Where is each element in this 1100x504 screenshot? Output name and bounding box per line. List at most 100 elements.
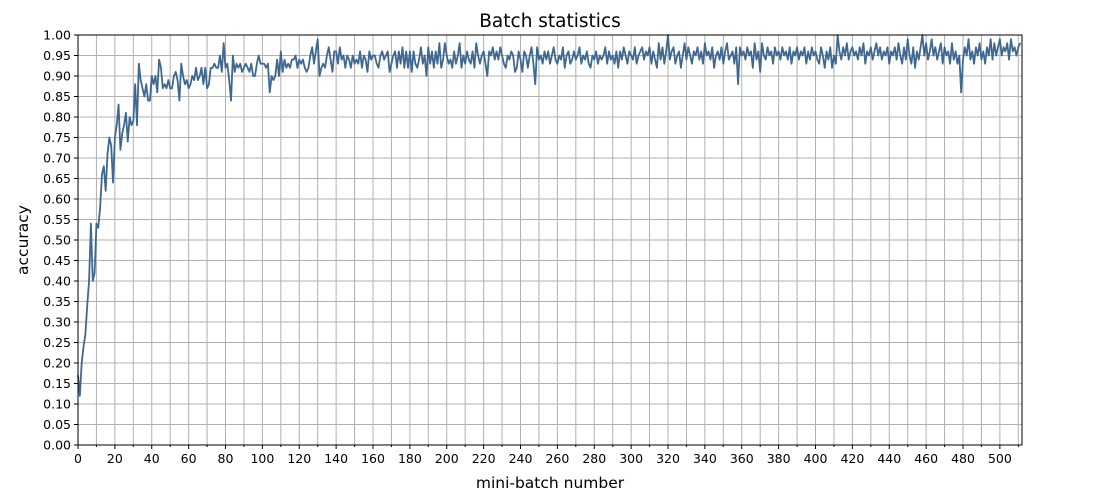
data-point [388, 71, 391, 73]
data-point [160, 67, 162, 69]
x-tick-label: 40 [144, 451, 160, 466]
data-point [872, 59, 874, 61]
data-point [768, 54, 771, 57]
data-point [612, 54, 614, 57]
data-point [724, 50, 726, 53]
data-point [518, 50, 520, 53]
data-point [116, 124, 118, 126]
data-point [211, 67, 214, 69]
data-point [545, 59, 547, 61]
x-tick-label: 20 [107, 451, 123, 466]
data-point [396, 67, 398, 69]
data-point [759, 71, 761, 73]
data-point [119, 149, 122, 151]
data-point [910, 63, 912, 65]
data-point [534, 83, 536, 85]
data-point [584, 59, 586, 61]
x-tick-label: 300 [619, 451, 643, 466]
data-point [234, 71, 236, 73]
data-point [796, 46, 798, 48]
data-point [484, 63, 487, 65]
data-point [444, 42, 446, 44]
data-point [761, 42, 763, 44]
data-point [969, 59, 971, 61]
data-point [840, 59, 842, 61]
data-point [781, 46, 783, 48]
data-point [479, 63, 481, 65]
data-point [359, 50, 361, 53]
data-point [228, 79, 230, 81]
data-point [696, 46, 699, 48]
data-point [1017, 46, 1019, 48]
data-point [525, 54, 527, 57]
data-point [136, 124, 138, 126]
data-point [739, 46, 741, 48]
data-point [636, 63, 638, 65]
data-point [731, 50, 734, 53]
data-point [953, 59, 955, 61]
data-point [936, 59, 938, 61]
data-point [955, 50, 957, 53]
data-point [366, 71, 369, 73]
data-point [685, 59, 688, 61]
data-point [210, 67, 212, 69]
data-point [184, 83, 186, 85]
data-point [259, 63, 262, 65]
data-point [567, 50, 570, 53]
data-point [894, 46, 896, 48]
data-point [542, 63, 544, 65]
data-point [610, 59, 612, 61]
data-point [682, 54, 684, 57]
x-tick-label: 100 [250, 451, 274, 466]
data-point [960, 91, 962, 93]
data-point [287, 63, 289, 65]
data-point [156, 91, 158, 93]
data-point [405, 50, 407, 53]
data-point [789, 46, 791, 48]
data-point [816, 59, 818, 61]
data-point [746, 46, 748, 48]
data-point [208, 83, 210, 85]
data-point [999, 38, 1001, 40]
data-point [195, 67, 197, 69]
data-point [342, 54, 345, 57]
x-tick-label: 0 [74, 451, 82, 466]
data-point [770, 50, 772, 53]
x-tick-label: 240 [509, 451, 533, 466]
data-point [204, 67, 206, 69]
data-point [293, 59, 295, 61]
data-point [241, 71, 243, 73]
data-point [617, 67, 619, 69]
data-point [418, 59, 420, 61]
data-point [252, 75, 254, 77]
data-point [672, 46, 675, 48]
data-point [988, 54, 990, 57]
data-point [798, 59, 800, 61]
data-point [986, 46, 988, 48]
data-point [182, 75, 184, 77]
data-point [267, 63, 269, 65]
data-point [565, 54, 568, 57]
data-point [634, 46, 636, 48]
data-point [800, 50, 802, 53]
data-point [254, 75, 256, 77]
data-point [309, 54, 311, 57]
data-point [278, 75, 280, 77]
data-point [613, 63, 616, 65]
data-point [390, 63, 393, 65]
data-point [704, 42, 706, 44]
data-point [232, 54, 234, 57]
data-point [191, 75, 193, 77]
data-point [698, 59, 700, 61]
data-point [883, 50, 885, 53]
y-tick-label: 0.25 [43, 335, 71, 350]
data-point [975, 46, 977, 48]
data-point [398, 50, 400, 53]
data-point [114, 136, 116, 139]
data-point [907, 38, 909, 40]
data-point [601, 59, 603, 61]
data-point [317, 38, 319, 40]
data-point [602, 54, 605, 57]
data-point [645, 50, 647, 53]
data-point [658, 42, 660, 44]
